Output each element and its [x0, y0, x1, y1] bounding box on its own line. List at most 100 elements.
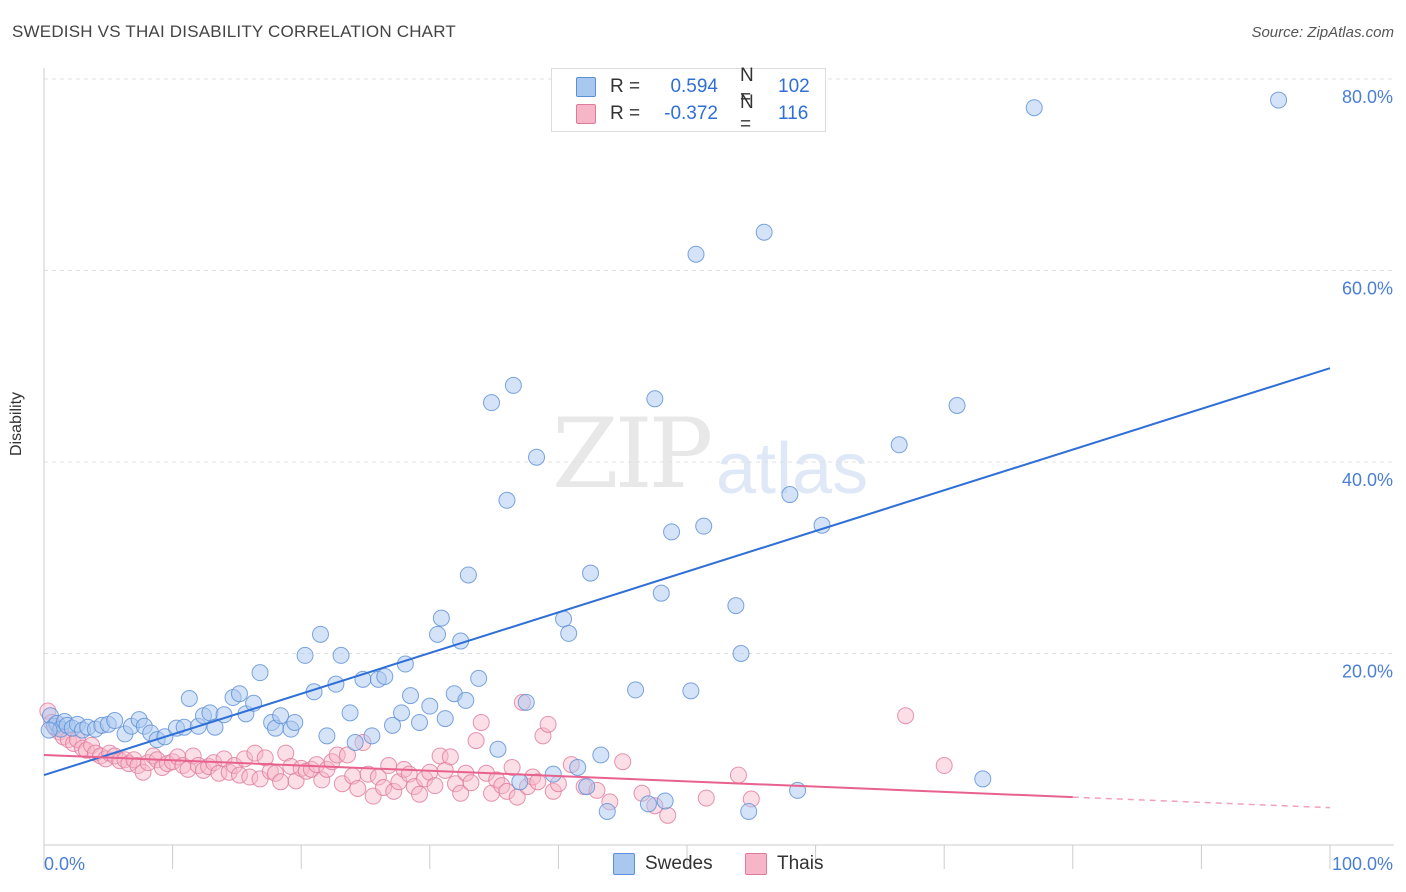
y-tick-label: 20.0% — [1342, 662, 1393, 682]
swedes-point — [544, 765, 562, 783]
chart-title: SWEDISH VS THAI DISABILITY CORRELATION C… — [12, 22, 456, 41]
swedes-point — [489, 740, 507, 758]
swedes-point — [695, 517, 713, 535]
swedes-point — [363, 727, 381, 745]
axes — [43, 68, 1394, 869]
swedes-point — [106, 712, 124, 730]
thais-point — [614, 753, 632, 771]
swedes-point — [948, 397, 966, 415]
thais-point — [697, 789, 715, 807]
swedes-point — [781, 486, 799, 504]
thais-point — [349, 780, 367, 798]
swedes-point — [504, 376, 522, 394]
swedes-point — [201, 704, 219, 722]
grid-lines — [44, 78, 1394, 654]
thais-point — [441, 748, 459, 766]
swedes-point — [296, 646, 314, 664]
swedes-point — [332, 646, 350, 664]
swedes-point — [483, 394, 501, 412]
swedes-point — [421, 697, 439, 715]
swedes-point — [974, 770, 992, 788]
swedes-point — [436, 710, 454, 728]
correlation-legend: R = 0.594 N = 102 R = -0.372 N = 116 — [551, 65, 826, 135]
swedes-point — [727, 597, 745, 615]
thais-point — [328, 746, 346, 764]
n-value: 102 — [778, 76, 810, 97]
swedes-point — [327, 675, 345, 693]
thais-legend-icon — [745, 853, 767, 875]
thais-point — [246, 744, 264, 762]
thais-point — [467, 732, 485, 750]
swedes-point — [732, 645, 750, 662]
thais-point — [472, 713, 490, 731]
swedes-point — [230, 685, 248, 703]
thais-point — [111, 752, 129, 770]
swedes-legend-label: Swedes — [645, 853, 713, 874]
thais-point — [375, 779, 393, 797]
swedes-point — [656, 792, 674, 810]
n-label: N = — [740, 65, 754, 108]
swedes-point — [687, 245, 705, 263]
legend-item-thais[interactable]: Thais — [745, 852, 823, 876]
swedes-point — [598, 802, 616, 820]
swedes-point — [582, 564, 600, 582]
r-label: R = — [610, 76, 641, 97]
swedes-point — [429, 625, 447, 643]
thais-point — [338, 746, 356, 764]
thais-point — [411, 785, 429, 803]
swedes-point — [663, 523, 681, 541]
thais-point — [313, 771, 331, 789]
swedes-point — [528, 448, 546, 466]
swedes-point — [517, 693, 535, 711]
swedes-point — [646, 390, 664, 408]
swedes-point — [286, 713, 304, 731]
swedes-point — [1270, 91, 1288, 109]
swedes-point — [318, 727, 336, 745]
swedes-point — [470, 669, 488, 687]
swedes-point — [384, 716, 402, 734]
thais-point — [277, 744, 295, 762]
r-value: -0.372 — [664, 103, 718, 124]
tick-labels: 20.0% 40.0% 60.0% 80.0% 0.0% 100.0% — [44, 87, 1393, 874]
swedes-point — [341, 704, 359, 722]
swedes-point — [569, 758, 587, 776]
swedes-point — [457, 691, 475, 709]
swedes-point — [560, 624, 578, 642]
thais-point — [164, 753, 182, 771]
thais-series — [39, 693, 953, 824]
swedes-legend-icon — [613, 853, 635, 875]
legend-row-thais: R = -0.372 N = 116 — [576, 92, 808, 135]
thais-trend-extension — [1072, 796, 1331, 809]
swedes-point — [393, 704, 411, 722]
n-label: N = — [740, 92, 754, 135]
thais-point — [256, 749, 274, 767]
legend-row-swedes: R = 0.594 N = 102 — [576, 65, 810, 108]
swedes-point — [180, 690, 198, 708]
legend-item-swedes[interactable]: Swedes — [613, 852, 713, 876]
thais-point — [503, 758, 521, 776]
thais-point — [92, 747, 110, 765]
swedes-point — [755, 223, 773, 241]
watermark-zip: ZIP — [552, 398, 713, 510]
y-axis-label: Disability — [8, 391, 25, 456]
swedes-point — [1025, 99, 1043, 117]
swedes-point — [682, 682, 700, 700]
swedes-point — [40, 721, 58, 739]
thais-point — [729, 766, 747, 784]
thais-trend-line — [43, 753, 1073, 799]
thais-point — [539, 715, 557, 733]
swedes-point — [890, 436, 908, 454]
swedes-series — [40, 91, 1288, 820]
swedes-point — [639, 795, 657, 813]
thais-point — [452, 784, 470, 802]
thais-point — [225, 757, 243, 775]
thais-swatch-icon — [576, 104, 596, 124]
thais-point — [897, 707, 915, 725]
swedes-point — [511, 773, 529, 791]
swedes-point — [402, 687, 420, 705]
trend-lines — [43, 367, 1331, 809]
swedes-point — [627, 681, 645, 699]
swedes-point — [459, 566, 477, 584]
r-label: R = — [610, 103, 641, 124]
